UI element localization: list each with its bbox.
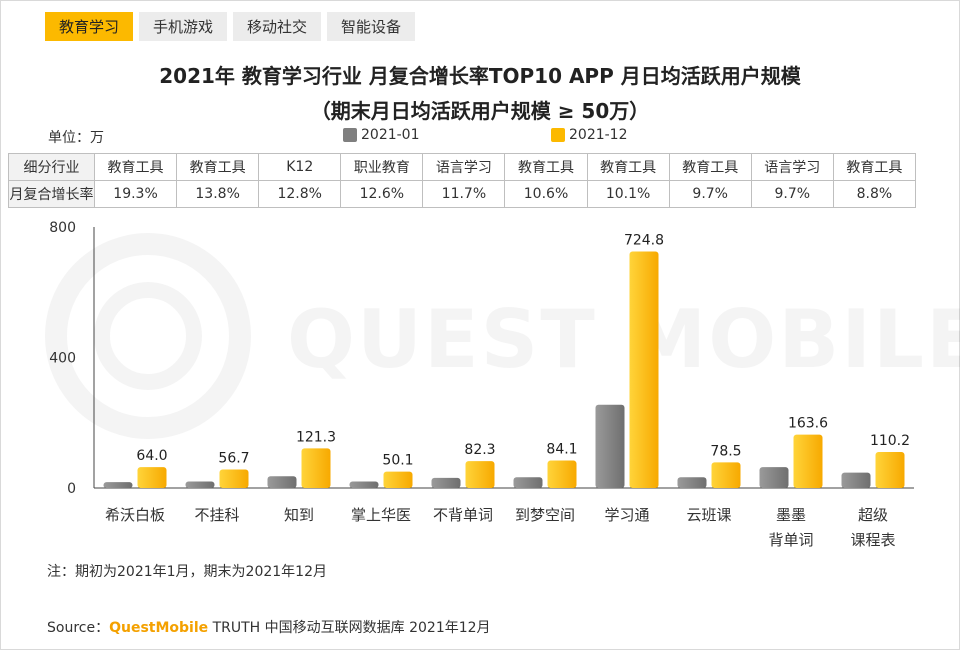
source-suffix: TRUTH 中国移动互联网数据库 2021年12月 [208,620,491,636]
table-cell: 语言学习 [422,153,506,181]
bar-2021-01-3 [349,481,379,488]
y-tick-label: 400 [49,351,76,367]
data-label: 110.2 [870,433,910,449]
y-tick-label: 800 [49,220,76,236]
x-tick-label: 不挂科 [194,506,239,524]
chart-subtitle: （期末月日均活跃用户规模 ≥ 50万） [310,99,650,123]
bar-2021-12-0 [137,467,167,488]
data-label: 82.3 [464,442,495,458]
bar-2021-01-6 [595,404,625,488]
table-cell: 语言学习 [750,153,834,181]
bar-2021-12-5 [547,460,577,488]
bar-2021-12-7 [711,462,741,488]
table-cell: 9.7% [668,180,752,208]
x-tick-label: 超级 [858,506,888,524]
data-label: 64.0 [136,448,167,464]
growth-table: 细分行业 教育工具 教育工具 K12 职业教育 语言学习 教育工具 教育工具 教… [8,153,917,208]
table-cell: 11.7% [422,180,506,208]
x-tick-label: 课程表 [850,531,895,549]
tab-mobile-games[interactable]: 手机游戏 [139,12,228,41]
bar-2021-01-8 [759,467,789,488]
x-tick-label: 不背单词 [433,506,493,524]
table-cell: 9.7% [750,180,834,208]
x-tick-label: 墨墨 [776,506,806,524]
x-tick-label: 知到 [284,506,314,524]
legend-swatch-2021-01 [343,128,357,142]
footnote: 注：期初为2021年1月，期末为2021年12月 [47,564,327,580]
bar-2021-01-0 [103,482,133,488]
bar-chart: 0 400 800 64.0 希沃白板 56.7 不挂科 121.3 知到 50.1 掌上华医 82… [49,220,914,549]
watermark-text: QUEST MOBILE [287,293,960,386]
bar-2021-12-1 [219,469,249,488]
table-cell: 教育工具 [504,153,588,181]
table-row-growth: 月复合增长率 19.3% 13.8% 12.8% 12.6% 11.7% 10.… [8,180,917,208]
x-tick-label: 云班课 [686,506,731,524]
data-label: 50.1 [382,453,413,469]
data-label: 78.5 [710,443,741,459]
x-tick-label: 到梦空间 [515,506,575,524]
legend-label-2021-01: 2021-01 [361,127,420,143]
table-row-category: 细分行业 教育工具 教育工具 K12 职业教育 语言学习 教育工具 教育工具 教… [8,153,917,181]
table-cell: 职业教育 [340,153,424,181]
tab-mobile-social[interactable]: 移动社交 [233,12,322,41]
table-header-growth: 月复合增长率 [8,180,95,208]
table-cell: 教育工具 [832,153,917,181]
table-cell: 13.8% [176,180,260,208]
table-cell: 教育工具 [176,153,260,181]
table-cell: 12.6% [340,180,424,208]
unit-label: 单位：万 [48,130,104,146]
watermark-logo-icon [45,233,251,439]
table-cell: 10.6% [504,180,588,208]
bar-2021-12-4 [465,461,495,488]
data-label: 163.6 [788,416,828,432]
x-tick-label: 掌上华医 [351,506,411,524]
data-label: 724.8 [624,233,664,249]
data-label: 56.7 [218,451,249,467]
bar-2021-12-9 [875,452,905,488]
bar-2021-12-8 [793,434,823,488]
tab-smart-devices[interactable]: 智能设备 [327,12,416,41]
legend-item-2021-12: 2021-12 [551,127,628,143]
x-tick-label: 希沃白板 [105,506,165,524]
bar-2021-12-6 [629,251,659,488]
bar-2021-01-1 [185,481,215,488]
table-cell: 教育工具 [586,153,670,181]
legend-label-2021-12: 2021-12 [569,127,628,143]
x-tick-label: 背单词 [768,531,813,549]
x-tick-label: 学习通 [604,506,649,524]
data-label: 121.3 [296,429,336,445]
source-prefix: Source： [47,620,110,636]
chart-title: 2021年 教育学习行业 月复合增长率TOP10 APP 月日均活跃用户规模 [159,64,801,88]
source-brand[interactable]: QuestMobile [109,620,209,636]
table-cell: 8.8% [832,180,917,208]
bar-2021-01-5 [513,477,543,488]
bar-2021-01-2 [267,476,297,488]
table-cell: K12 [258,153,342,181]
tab-education[interactable]: 教育学习 [45,12,134,41]
y-tick-label: 0 [67,481,76,497]
data-label: 84.1 [546,442,577,458]
legend-swatch-2021-12 [551,128,565,142]
table-cell: 教育工具 [93,153,178,181]
category-tabs: 教育学习 手机游戏 移动社交 智能设备 [45,12,416,41]
bar-2021-12-3 [383,471,413,488]
source-line: Source：QuestMobile TRUTH 中国移动互联网数据库 2021… [47,617,491,637]
table-cell: 10.1% [586,180,670,208]
bar-2021-01-9 [841,472,871,488]
bar-2021-01-4 [431,477,461,488]
table-header-category: 细分行业 [8,153,95,181]
bar-2021-12-2 [301,448,331,488]
table-cell: 12.8% [258,180,342,208]
table-cell: 教育工具 [668,153,752,181]
bar-2021-01-7 [677,477,707,488]
table-cell: 19.3% [93,180,178,208]
legend-item-2021-01: 2021-01 [343,127,420,143]
